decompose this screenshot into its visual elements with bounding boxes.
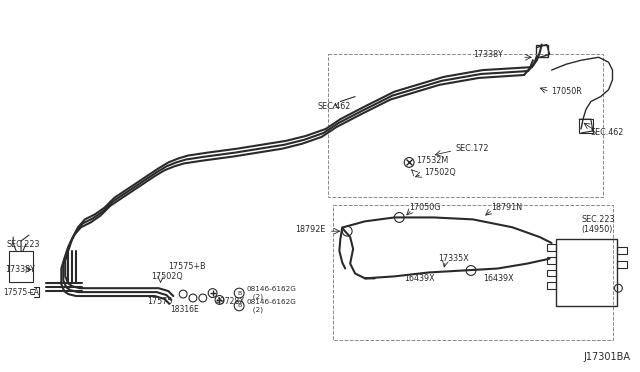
Text: 49728X: 49728X [216, 298, 245, 307]
Text: 08146-6162G
   (2): 08146-6162G (2) [246, 299, 296, 312]
Text: 17338Y: 17338Y [473, 50, 503, 59]
Bar [333, 205, 614, 340]
Text: 18791N: 18791N [491, 203, 522, 212]
Text: 17575+A: 17575+A [3, 288, 39, 296]
Bar [547, 244, 557, 251]
Bar [618, 261, 627, 267]
Text: 16439X: 16439X [404, 274, 435, 283]
Text: 17502Q: 17502Q [151, 272, 182, 281]
Text: SEC.223
(14950): SEC.223 (14950) [581, 215, 614, 234]
Text: B: B [237, 303, 241, 308]
Bar [618, 247, 627, 254]
Text: B: B [237, 291, 241, 296]
Bar [579, 119, 593, 133]
Text: 17338Y: 17338Y [5, 265, 35, 274]
Text: J17301BA: J17301BA [583, 352, 630, 362]
Text: 16439X: 16439X [483, 274, 513, 283]
Text: 17050G: 17050G [409, 203, 440, 212]
Text: 18792E: 18792E [295, 225, 326, 234]
Bar [547, 257, 557, 264]
Bar [547, 282, 557, 289]
Text: SEC.462: SEC.462 [591, 128, 624, 137]
Text: 17502Q: 17502Q [424, 168, 456, 177]
Text: SEC.223: SEC.223 [6, 240, 40, 249]
Bar [9, 251, 33, 282]
Bar [536, 45, 548, 57]
Text: 17335X: 17335X [438, 254, 469, 263]
Bar [328, 54, 603, 197]
Bar [547, 269, 557, 276]
Text: 17575+B: 17575+B [168, 262, 206, 271]
Text: 17532M: 17532M [416, 156, 448, 165]
Text: 17050R: 17050R [552, 87, 582, 96]
Text: 08146-6162G
   (2): 08146-6162G (2) [246, 286, 296, 300]
Text: SEC.172: SEC.172 [455, 144, 489, 153]
Bar [557, 239, 618, 306]
Text: SEC.462: SEC.462 [317, 102, 351, 111]
Text: 18316E: 18316E [170, 305, 199, 314]
Text: 17575: 17575 [147, 298, 172, 307]
